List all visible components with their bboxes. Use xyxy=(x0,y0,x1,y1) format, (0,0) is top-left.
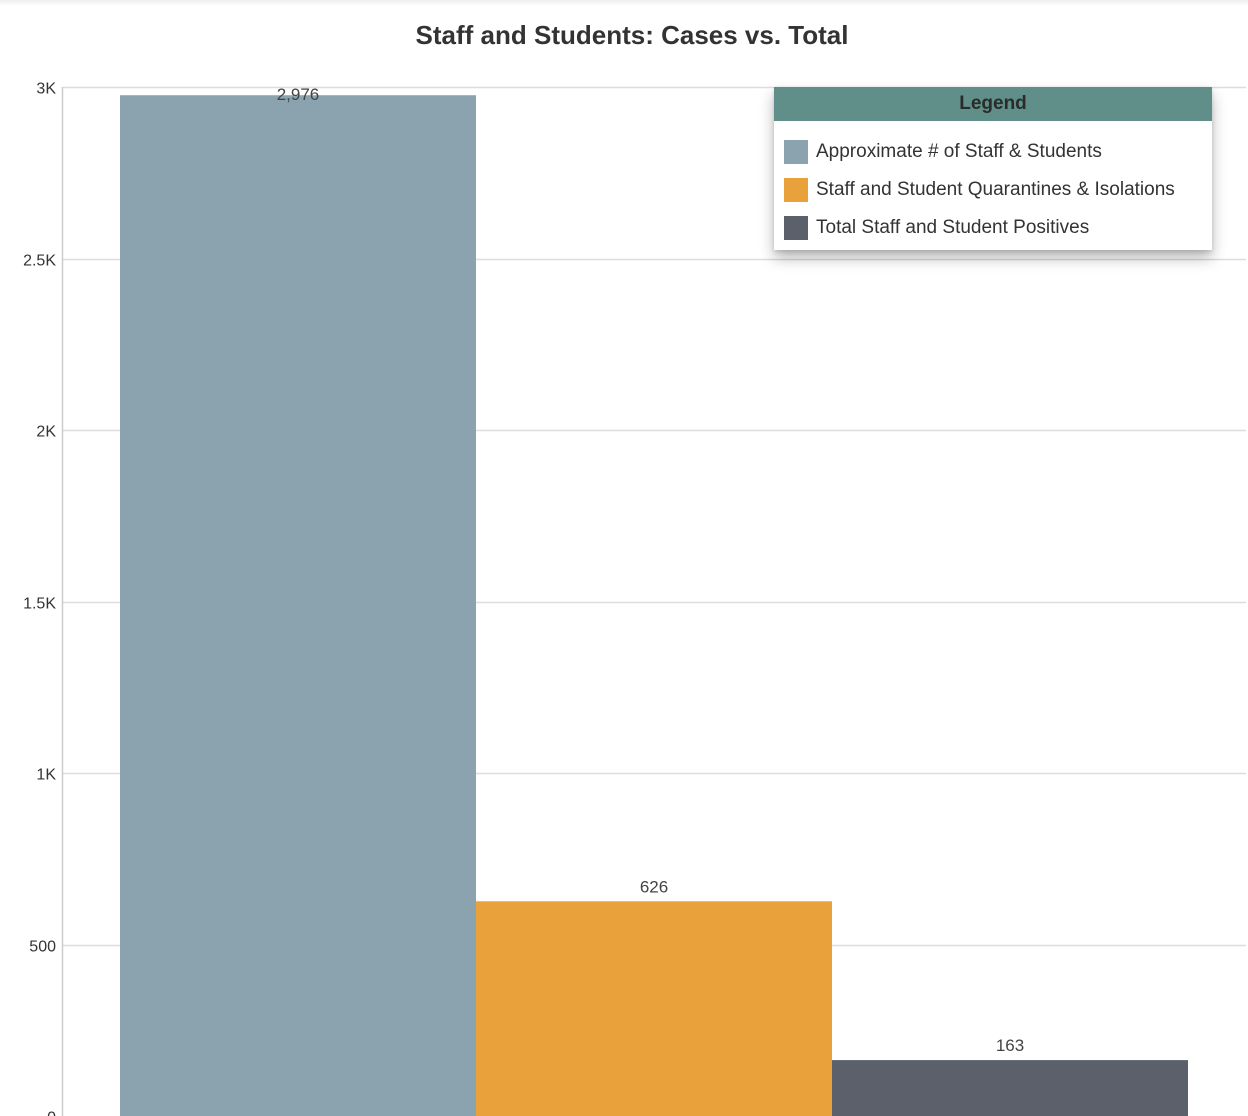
y-tick-label: 3K xyxy=(36,81,56,98)
legend-label: Staff and Student Quarantines & Isolatio… xyxy=(816,179,1175,201)
y-tick-label: 500 xyxy=(29,939,56,956)
legend-swatch xyxy=(784,140,808,164)
legend-items: Approximate # of Staff & Students Staff … xyxy=(774,121,1212,247)
bar-value-label: 2,976 xyxy=(277,85,320,104)
legend: Legend Approximate # of Staff & Students… xyxy=(774,87,1212,250)
bar-value-label: 163 xyxy=(996,1036,1024,1055)
legend-label: Total Staff and Student Positives xyxy=(816,217,1089,239)
legend-label: Approximate # of Staff & Students xyxy=(816,141,1102,163)
y-tick-label: 1.5K xyxy=(23,596,56,613)
legend-swatch xyxy=(784,178,808,202)
legend-item-quarantines[interactable]: Staff and Student Quarantines & Isolatio… xyxy=(774,171,1212,209)
legend-title: Legend xyxy=(774,87,1212,121)
y-tick-label: 2.5K xyxy=(23,253,56,270)
legend-item-positives[interactable]: Total Staff and Student Positives xyxy=(774,209,1212,247)
y-tick-label: 0 xyxy=(47,1110,56,1116)
bar xyxy=(476,901,832,1116)
bar xyxy=(120,95,476,1116)
bar-value-label: 626 xyxy=(640,877,668,896)
legend-swatch xyxy=(784,216,808,240)
y-tick-label: 1K xyxy=(36,767,56,784)
y-tick-label: 2K xyxy=(36,424,56,441)
bar xyxy=(832,1060,1188,1116)
legend-item-staff-students[interactable]: Approximate # of Staff & Students xyxy=(774,133,1212,171)
